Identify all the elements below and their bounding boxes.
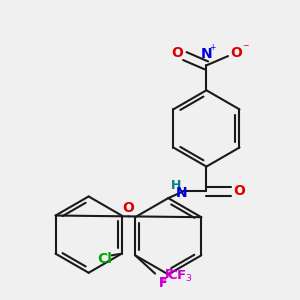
Text: $^-$: $^-$ (241, 43, 250, 53)
Text: N: N (176, 186, 187, 200)
Text: $^+$: $^+$ (208, 43, 218, 53)
Text: H: H (171, 179, 181, 192)
Text: O: O (122, 201, 134, 215)
Text: O: O (230, 46, 242, 60)
Text: O: O (234, 184, 245, 199)
Text: CF$_3$: CF$_3$ (167, 269, 193, 284)
Text: F: F (164, 268, 173, 281)
Text: Cl: Cl (98, 252, 112, 266)
Text: F: F (158, 276, 167, 290)
Text: F: F (158, 277, 167, 290)
Text: N: N (201, 47, 212, 61)
Text: O: O (171, 46, 183, 60)
